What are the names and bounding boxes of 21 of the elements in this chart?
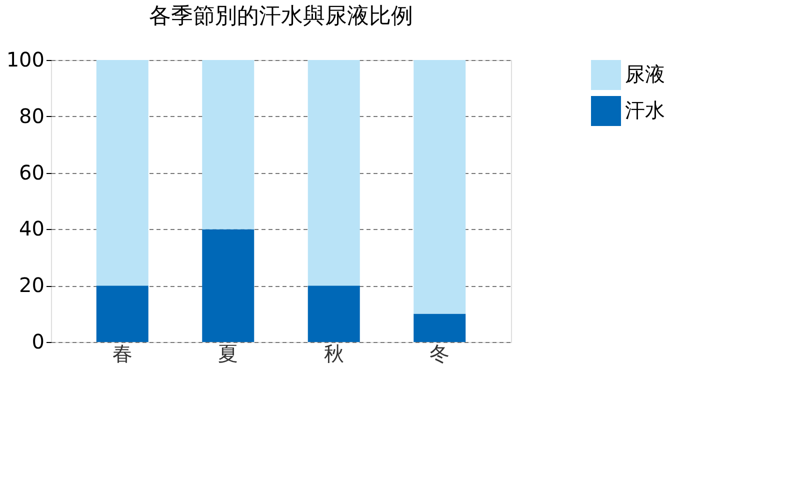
- x-tick-label: 夏: [218, 342, 238, 366]
- chart-title: 各季節別的汗水與尿液比例: [149, 4, 413, 29]
- bar: [308, 60, 360, 286]
- bar: [414, 314, 466, 342]
- bar: [202, 60, 254, 230]
- bar: [414, 60, 466, 314]
- x-tick-label: 秋: [324, 342, 344, 366]
- y-tick-label: 100: [6, 48, 44, 72]
- legend-label: 尿液: [625, 62, 665, 86]
- y-tick-label: 40: [19, 216, 44, 241]
- legend-label: 汗水: [625, 98, 665, 122]
- y-tick-label: 80: [19, 104, 44, 128]
- y-tick-label: 20: [19, 273, 44, 298]
- x-tick-label: 春: [112, 342, 132, 366]
- x-tick-label: 冬: [430, 342, 450, 366]
- bar: [96, 60, 148, 286]
- bar: [96, 286, 148, 342]
- y-tick-label: 60: [19, 160, 44, 184]
- bar: [308, 286, 360, 342]
- bar: [202, 229, 254, 342]
- y-tick-label: 0: [32, 330, 44, 354]
